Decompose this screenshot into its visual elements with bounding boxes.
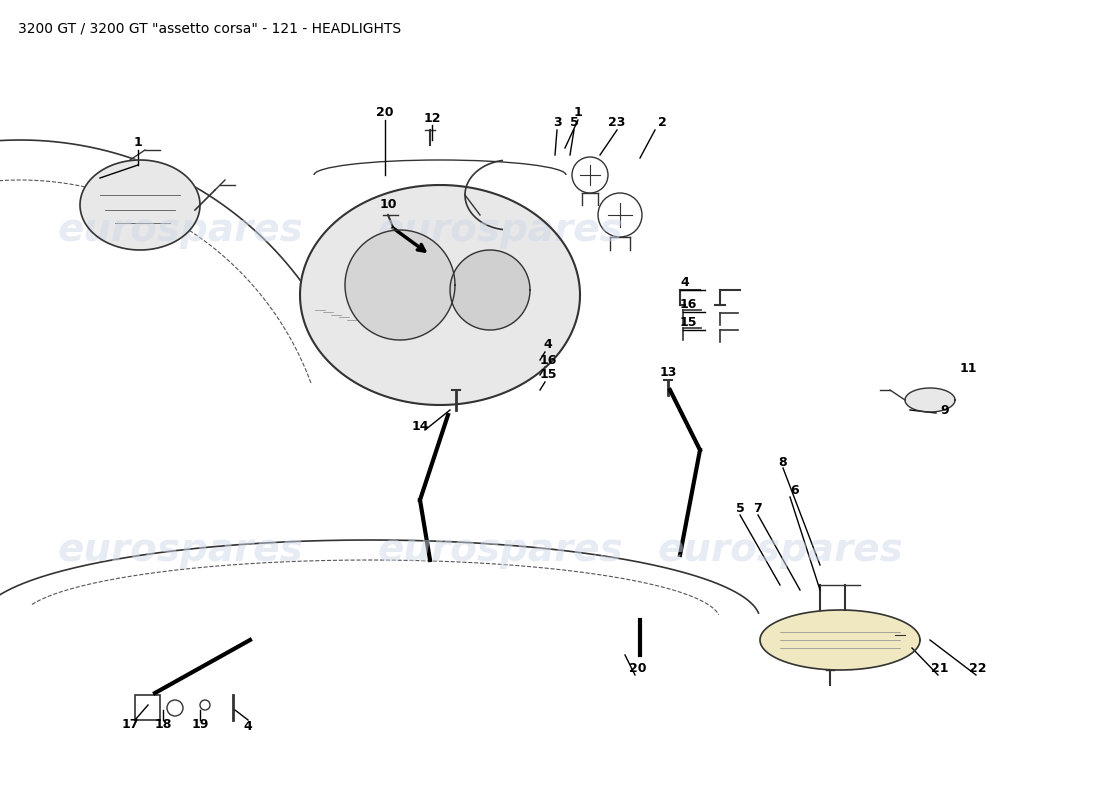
Polygon shape [905, 388, 955, 412]
Polygon shape [300, 185, 580, 405]
Text: 13: 13 [659, 366, 676, 379]
Text: 20: 20 [376, 106, 394, 118]
Bar [135, 695, 160, 720]
Text: 3200 GT / 3200 GT "assetto corsa" - 121 - HEADLIGHTS: 3200 GT / 3200 GT "assetto corsa" - 121 … [18, 22, 402, 36]
Text: 10: 10 [379, 198, 397, 211]
Text: 15: 15 [680, 317, 696, 330]
Text: 4: 4 [681, 277, 690, 290]
Text: 5: 5 [570, 115, 579, 129]
Text: 18: 18 [154, 718, 172, 731]
Text: 5: 5 [736, 502, 745, 514]
Text: 12: 12 [424, 111, 441, 125]
Text: 1: 1 [573, 106, 582, 119]
Text: 22: 22 [969, 662, 987, 674]
Text: 1: 1 [133, 137, 142, 150]
Text: eurospares: eurospares [57, 531, 303, 569]
Polygon shape [450, 250, 530, 330]
Text: 11: 11 [959, 362, 977, 374]
Text: 4: 4 [543, 338, 552, 351]
Text: 14: 14 [411, 421, 429, 434]
Text: 4: 4 [243, 721, 252, 734]
Polygon shape [80, 160, 200, 250]
Text: 9: 9 [940, 403, 949, 417]
Text: eurospares: eurospares [377, 531, 623, 569]
Text: 19: 19 [191, 718, 209, 731]
Text: 8: 8 [779, 455, 788, 469]
Text: 20: 20 [629, 662, 647, 674]
Text: 3: 3 [552, 115, 561, 129]
Text: 21: 21 [932, 662, 948, 674]
Text: 16: 16 [539, 354, 557, 366]
Text: 23: 23 [608, 115, 626, 129]
Text: eurospares: eurospares [657, 531, 903, 569]
Text: 16: 16 [680, 298, 696, 311]
Text: 6: 6 [791, 483, 800, 497]
Text: 7: 7 [754, 502, 762, 514]
Text: 2: 2 [658, 115, 667, 129]
Text: eurospares: eurospares [377, 211, 623, 249]
Polygon shape [345, 230, 455, 340]
Bar [383, 228, 403, 243]
Text: eurospares: eurospares [57, 211, 303, 249]
Polygon shape [760, 610, 920, 670]
Text: 15: 15 [539, 369, 557, 382]
Text: 17: 17 [121, 718, 139, 731]
